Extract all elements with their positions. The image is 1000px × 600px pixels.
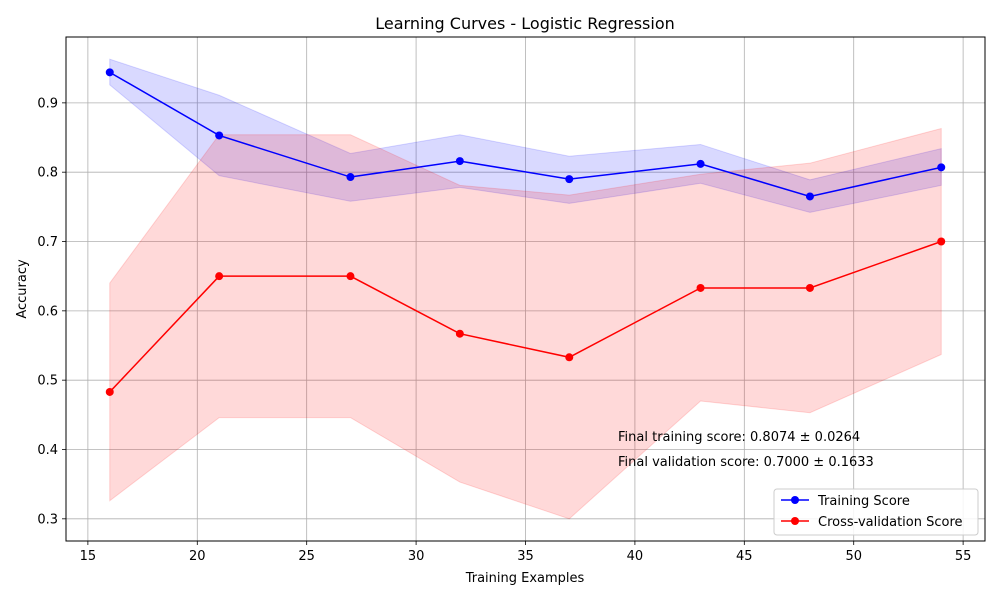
training-score-point — [346, 173, 355, 182]
validation-score-point — [346, 272, 355, 281]
x-tick-label: 50 — [845, 549, 862, 564]
validation-score-line — [109, 240, 942, 393]
x-tick-label: 25 — [298, 549, 315, 564]
y-ticks: 0.3 0.4 0.5 0.6 0.7 0.8 0.9 — [37, 96, 66, 527]
validation-score-point — [805, 283, 814, 292]
x-tick-label: 40 — [627, 549, 644, 564]
x-tick-label: 35 — [517, 549, 534, 564]
y-axis-label: Accuracy — [15, 259, 30, 319]
validation-score-point — [455, 329, 464, 338]
final-validation-annotation: Final validation score: 0.7000 ± 0.1633 — [618, 455, 874, 470]
validation-score-point — [937, 237, 946, 246]
validation-score-point — [696, 283, 705, 292]
legend-box — [773, 488, 979, 536]
y-tick-label: 0.5 — [37, 374, 58, 389]
legend-marker-validation — [791, 517, 799, 525]
chart-title: Learning Curves - Logistic Regression — [375, 14, 675, 33]
y-tick-label: 0.6 — [37, 304, 58, 319]
training-score-point — [696, 159, 705, 168]
x-ticks: 15 20 25 30 35 40 45 50 55 — [80, 541, 972, 564]
lines-layer — [109, 71, 942, 393]
legend-label-training: Training Score — [817, 494, 910, 509]
y-tick-label: 0.8 — [37, 166, 58, 181]
y-tick-label: 0.9 — [37, 96, 58, 111]
legend-marker-training — [791, 496, 799, 504]
x-tick-label: 55 — [955, 549, 972, 564]
training-score-point — [937, 163, 946, 172]
x-tick-label: 20 — [189, 549, 206, 564]
training-score-point — [455, 157, 464, 166]
x-tick-label: 45 — [736, 549, 753, 564]
validation-std-band — [109, 127, 942, 520]
x-axis-label: Training Examples — [465, 571, 585, 586]
validation-score-point — [565, 353, 574, 362]
y-tick-label: 0.4 — [37, 443, 58, 458]
y-tick-label: 0.3 — [37, 512, 58, 527]
training-score-line — [109, 71, 942, 198]
final-training-annotation: Final training score: 0.8074 ± 0.0264 — [618, 430, 860, 445]
legend-label-validation: Cross-validation Score — [818, 515, 963, 530]
y-tick-label: 0.7 — [37, 235, 58, 250]
points-layer — [105, 68, 946, 396]
x-tick-label: 30 — [408, 549, 425, 564]
training-score-point — [215, 131, 224, 140]
training-score-point — [105, 68, 114, 77]
training-score-point — [565, 175, 574, 184]
validation-score-point — [105, 387, 114, 396]
legend: Training Score Cross-validation Score — [773, 488, 979, 536]
x-tick-label: 15 — [80, 549, 97, 564]
training-score-point — [805, 192, 814, 201]
validation-score-point — [215, 272, 224, 281]
